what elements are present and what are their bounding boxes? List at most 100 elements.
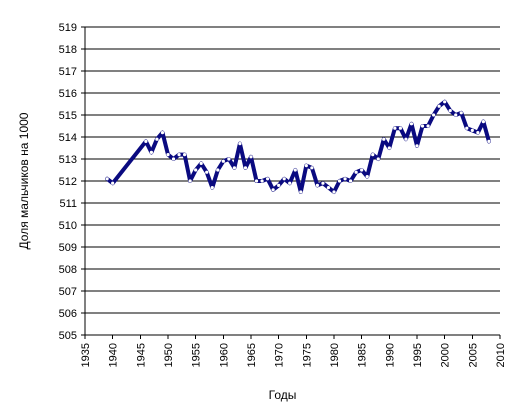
- x-tick-label: 1995: [412, 343, 424, 367]
- data-point: [293, 168, 297, 172]
- axes: [81, 26, 501, 339]
- data-point: [393, 126, 397, 130]
- data-point: [354, 170, 358, 174]
- data-point: [487, 139, 491, 143]
- data-point: [183, 153, 187, 157]
- x-tick-label: 1970: [274, 343, 286, 367]
- data-series: [105, 99, 491, 194]
- data-point: [332, 190, 336, 194]
- data-point: [481, 120, 485, 124]
- x-tick-label: 1945: [135, 343, 147, 367]
- data-point: [232, 166, 236, 170]
- data-point: [315, 183, 319, 187]
- y-tick-label: 516: [59, 88, 77, 100]
- data-point: [227, 157, 231, 161]
- data-point: [266, 177, 270, 181]
- data-point: [166, 153, 170, 157]
- y-tick-label: 519: [59, 22, 77, 34]
- y-tick-label: 505: [59, 330, 77, 342]
- y-tick-label: 514: [59, 132, 77, 144]
- data-point: [326, 186, 331, 190]
- x-tick-label: 1975: [301, 343, 313, 367]
- data-point: [105, 177, 109, 181]
- x-axis-title: Годы: [269, 388, 297, 402]
- data-point: [432, 113, 436, 117]
- data-point: [160, 131, 165, 135]
- data-point: [376, 157, 380, 161]
- x-tick-label: 1950: [163, 343, 175, 367]
- y-tick-label: 509: [59, 242, 77, 254]
- x-tick-label: 2000: [440, 343, 452, 367]
- data-point: [415, 144, 419, 148]
- y-tick-label: 511: [59, 198, 77, 210]
- data-point: [282, 177, 286, 181]
- data-point: [426, 124, 430, 128]
- x-tick-label: 1965: [246, 343, 258, 367]
- data-point: [454, 113, 458, 117]
- data-point: [205, 170, 209, 174]
- data-point: [465, 126, 469, 130]
- data-point: [243, 166, 248, 170]
- data-point: [194, 168, 198, 172]
- data-point: [443, 100, 447, 104]
- data-point: [404, 137, 408, 141]
- data-point: [459, 111, 463, 115]
- data-point: [387, 146, 391, 150]
- y-tick-label: 515: [59, 110, 77, 122]
- data-point: [288, 181, 292, 185]
- y-tick-label: 512: [59, 176, 77, 188]
- x-tick-label: 1940: [108, 343, 120, 367]
- gridlines: [85, 26, 500, 336]
- data-point: [321, 181, 325, 185]
- data-point: [277, 183, 281, 187]
- data-point: [349, 179, 353, 183]
- data-point: [221, 159, 225, 163]
- data-point: [254, 179, 259, 183]
- data-point: [437, 104, 441, 108]
- data-point: [188, 179, 192, 183]
- data-point: [155, 137, 159, 141]
- data-point: [177, 153, 181, 157]
- data-point: [149, 150, 153, 154]
- y-tick-label: 510: [59, 220, 77, 232]
- data-point: [304, 164, 308, 168]
- y-tick-label: 517: [59, 66, 77, 78]
- data-point: [299, 190, 303, 194]
- data-point: [409, 122, 414, 126]
- y-axis-title: Доля мальчиков на 1000: [17, 112, 31, 249]
- data-point: [476, 131, 480, 135]
- x-tick-label: 1990: [384, 343, 396, 367]
- y-tick-label: 513: [59, 154, 77, 166]
- data-point: [111, 181, 115, 185]
- data-point: [382, 137, 386, 141]
- data-point: [216, 168, 220, 172]
- data-point: [398, 126, 402, 130]
- y-tick-label: 518: [59, 44, 77, 56]
- x-tick-label: 2005: [467, 343, 479, 367]
- x-tick-label: 2010: [495, 343, 507, 367]
- x-tick-label: 1935: [80, 343, 92, 367]
- y-tick-labels: 505 506 507 508 509 510 511 512 513 514 515 516 517 5…: [59, 22, 77, 342]
- x-tick-label: 1955: [191, 343, 203, 367]
- data-point: [365, 175, 369, 179]
- x-tick-label: 1985: [357, 343, 369, 367]
- data-point: [238, 142, 242, 146]
- data-point: [171, 157, 176, 161]
- data-point: [360, 168, 364, 172]
- x-tick-label: 1980: [329, 343, 341, 367]
- data-point: [271, 188, 275, 192]
- data-point: [199, 161, 203, 165]
- data-point: [420, 124, 425, 128]
- x-tick-label: 1960: [218, 343, 230, 367]
- data-point: [310, 166, 314, 170]
- data-point: [210, 186, 214, 190]
- data-point: [249, 155, 253, 159]
- data-point: [260, 179, 264, 183]
- data-point: [343, 177, 347, 181]
- data-point: [337, 179, 342, 183]
- x-tick-labels: 1935 1940 1945 1950 1955 1960 1965 1970 1975 1980…: [80, 343, 507, 367]
- y-tick-label: 506: [59, 308, 77, 320]
- y-tick-label: 508: [59, 264, 77, 276]
